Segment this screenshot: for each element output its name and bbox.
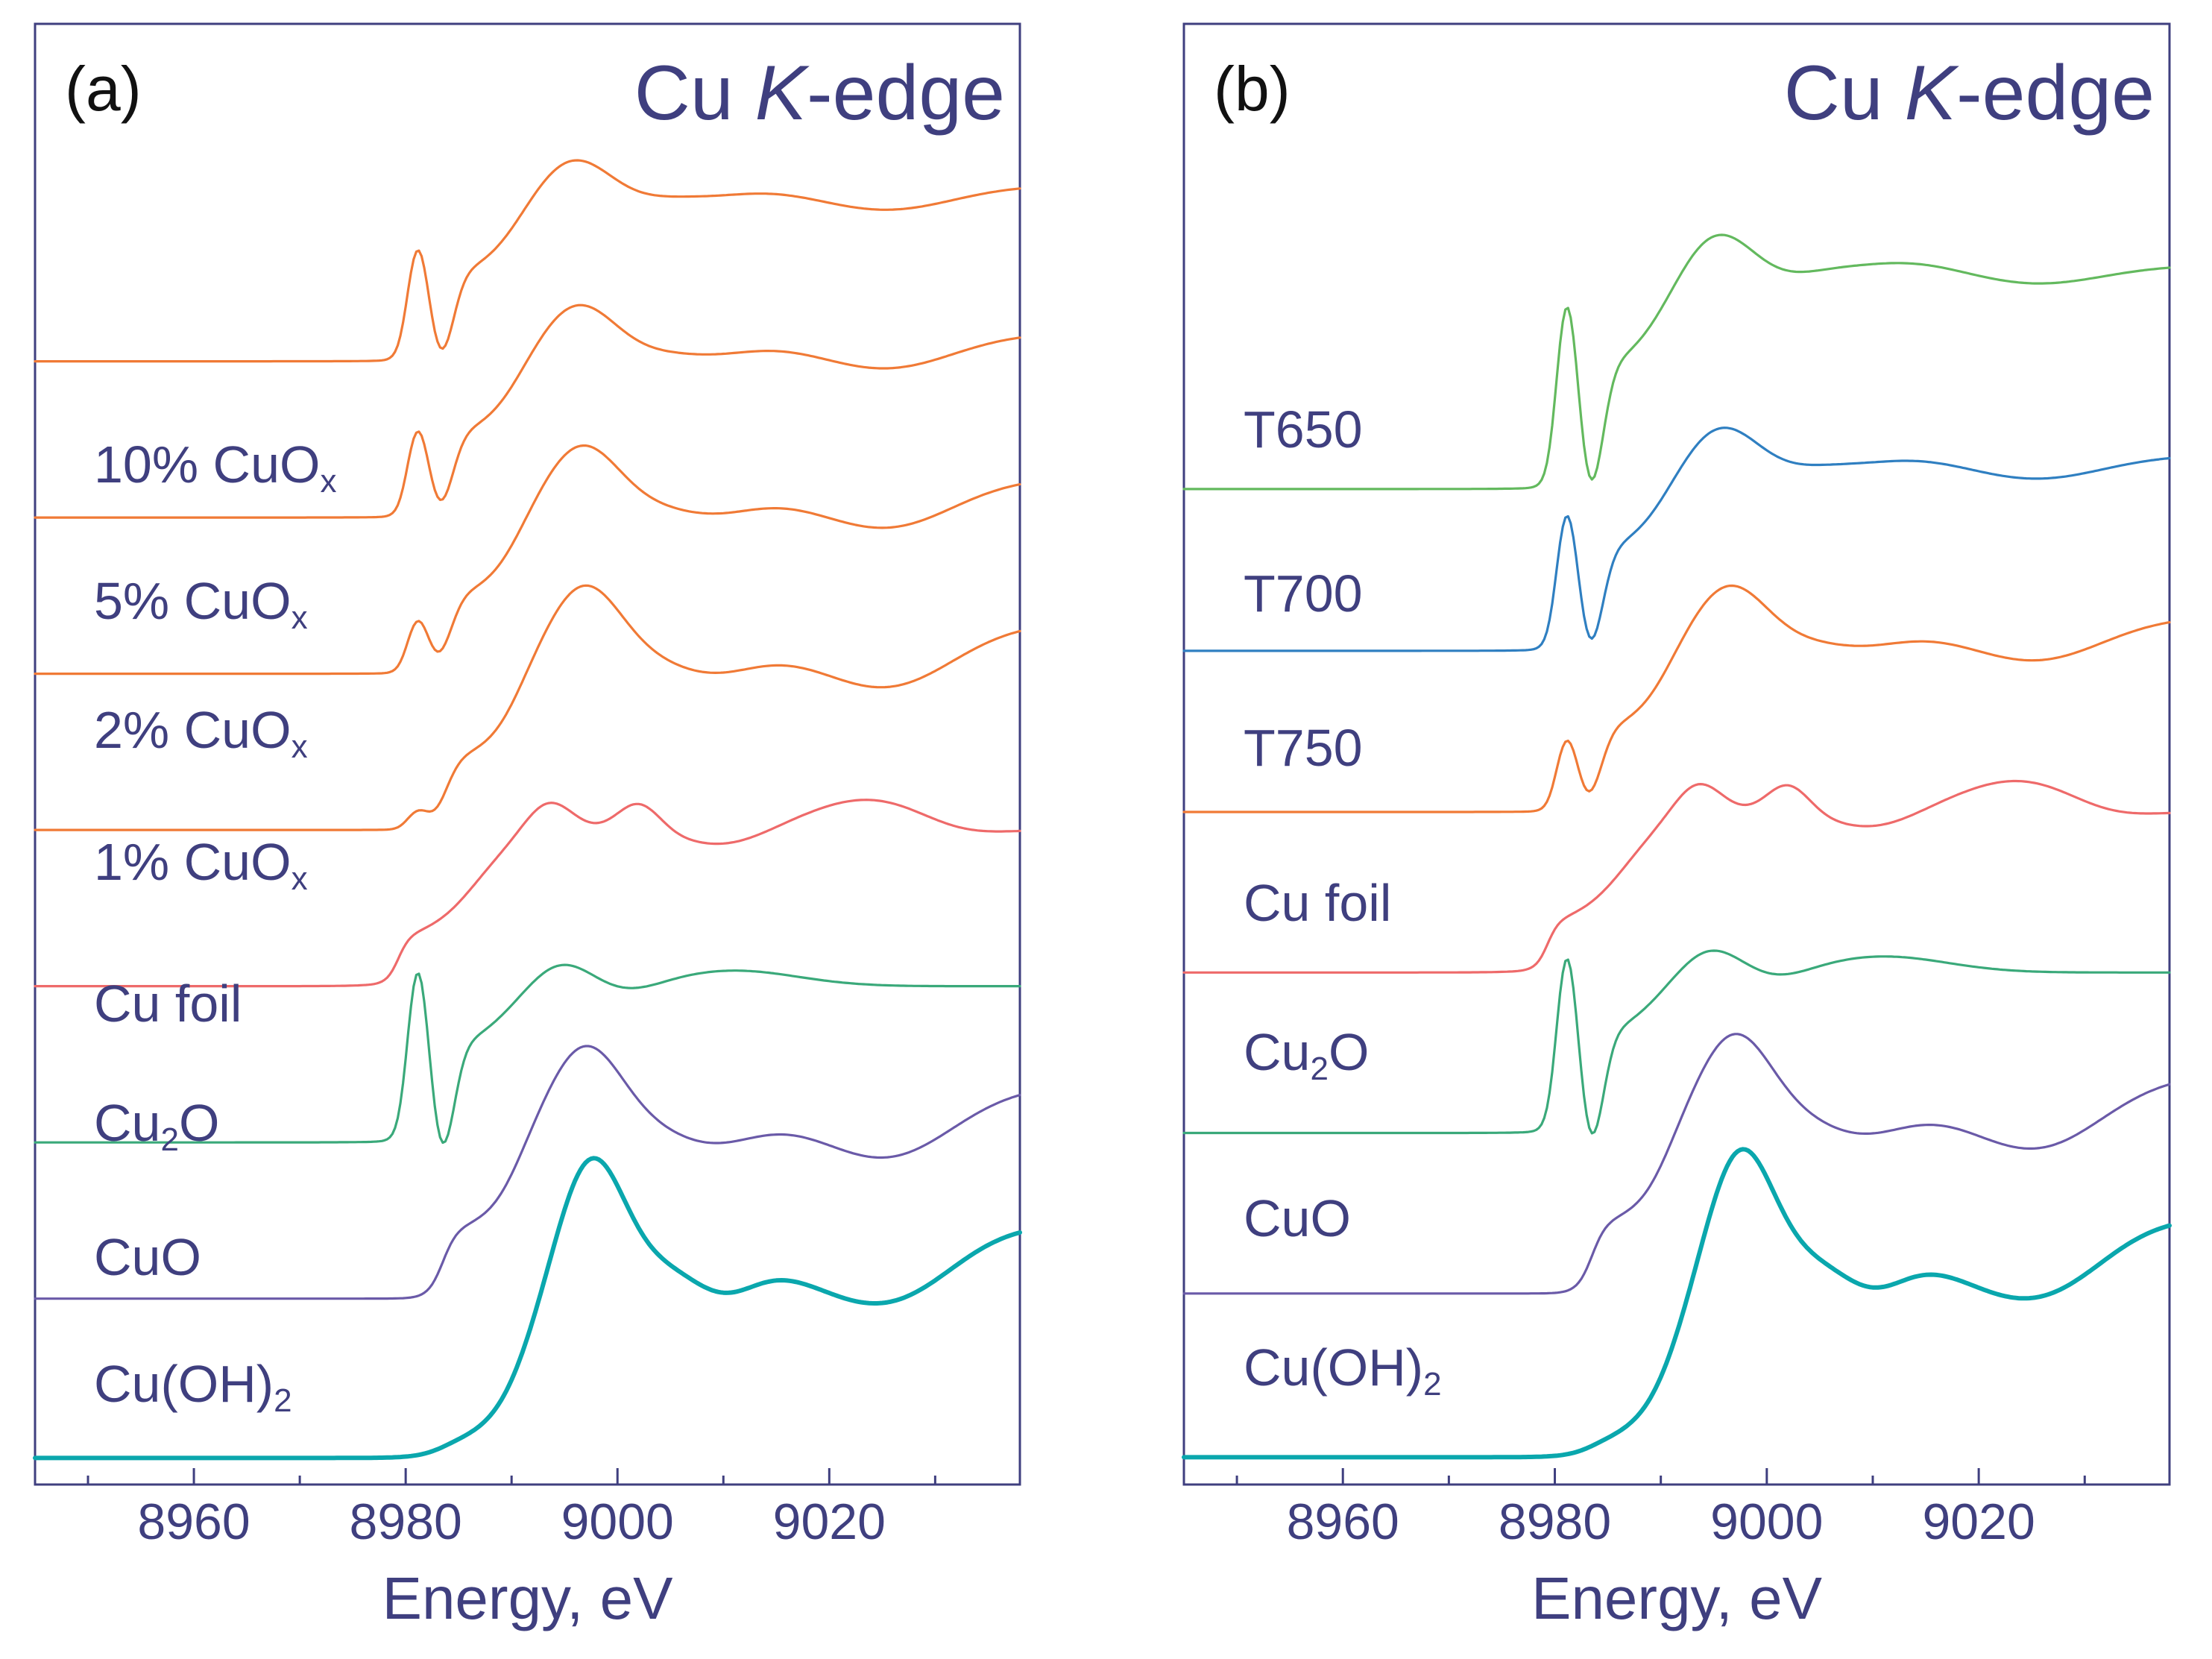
plot-frame [34, 22, 1021, 1486]
series-line-cu2o [1182, 949, 2171, 1135]
panel-letter: (b) [1214, 54, 1291, 124]
plot-frame [1182, 22, 2171, 1486]
series-label: T650 [1244, 400, 1363, 459]
series-line-cu-oh-2 [1182, 1147, 2172, 1460]
series-line-cuo [1182, 1033, 2171, 1295]
series-label: Cu(OH)2 [94, 1355, 292, 1419]
series-label: CuO [94, 1228, 201, 1286]
x-tick-label: 9020 [1922, 1493, 2035, 1550]
x-tick-label: 8980 [350, 1493, 462, 1550]
panel-a: 8960 8980 9000 9020 Energy, eV (a) Cu K-edge Cu… [33, 22, 1022, 1631]
x-tick-label: 9000 [561, 1493, 674, 1550]
series-line-cu-oh-2 [33, 1156, 1022, 1461]
series-label: 10% CuOx [94, 435, 336, 500]
x-tick-label: 9000 [1710, 1493, 1823, 1550]
series-line-t750 [1182, 584, 2171, 813]
series-label: Cu2O [94, 1094, 219, 1158]
series-line-5-cuox [34, 303, 1021, 519]
series-label: 1% CuOx [94, 833, 308, 897]
series-line-t650 [1182, 233, 2171, 491]
series-label: 5% CuOx [94, 572, 308, 636]
series-line-cu2o [34, 963, 1021, 1145]
series-line-10-cuox [34, 159, 1021, 363]
x-axis-label: Energy, eV [1531, 1565, 1822, 1631]
series-line-2-cuox [34, 444, 1021, 676]
x-axis-label: Energy, eV [382, 1565, 673, 1631]
x-tick-label: 8980 [1499, 1493, 1611, 1550]
series-label: Cu foil [1244, 874, 1391, 932]
panel-letter: (a) [65, 54, 142, 124]
series-label: 2% CuOx [94, 701, 308, 765]
series-line-1-cuox [34, 584, 1021, 831]
series-line-cu-foil [34, 799, 1021, 988]
panel-b: 8960 8980 9000 9020 Energy, eV (b) Cu K-edge Cu… [1182, 22, 2172, 1631]
series-label: Cu foil [94, 975, 242, 1033]
x-tick-label: 8960 [137, 1493, 250, 1550]
series-label: Cu(OH)2 [1244, 1338, 1442, 1403]
chart-title: Cu K-edge [634, 50, 1005, 136]
series-label: Cu2O [1244, 1023, 1369, 1087]
series-label: T750 [1244, 719, 1363, 777]
x-tick-label: 9020 [773, 1493, 886, 1550]
series-line-cuo [34, 1045, 1021, 1300]
chart-title: Cu K-edge [1784, 50, 2155, 136]
x-tick-label: 8960 [1287, 1493, 1399, 1550]
series-line-cu-foil [1182, 779, 2171, 974]
series-line-t700 [1182, 426, 2171, 652]
series-label: CuO [1244, 1189, 1351, 1247]
series-label: T700 [1244, 564, 1363, 623]
